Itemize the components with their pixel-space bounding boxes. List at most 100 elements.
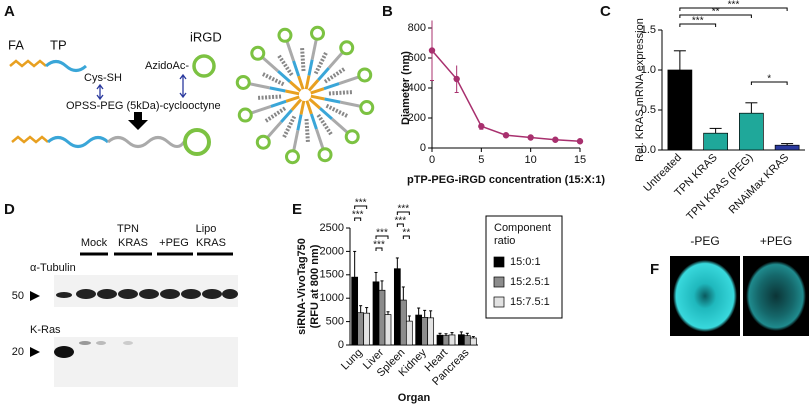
- error-bar: [423, 309, 427, 318]
- sirna: [304, 118, 310, 144]
- bar: [457, 334, 465, 346]
- significance-bracket: [750, 81, 788, 85]
- significance-bracket: [679, 7, 788, 11]
- micelle-irgd: [344, 129, 360, 145]
- arrow: [179, 73, 187, 99]
- micelle-chain: [249, 82, 271, 90]
- y-tick-label: 1500: [320, 269, 344, 281]
- bar: [357, 312, 365, 346]
- significance-label: ***: [728, 0, 740, 11]
- y-tick-label: 1.0: [641, 64, 656, 76]
- micelle-chain: [308, 97, 321, 110]
- y-tick-label: 200: [408, 112, 426, 124]
- error-bar: [353, 250, 357, 278]
- micelle-chain: [310, 94, 325, 101]
- images: -PEG +PEG: [670, 234, 809, 336]
- bar: [405, 320, 413, 346]
- y-tick-label: 500: [326, 316, 344, 328]
- error-bar: [401, 286, 405, 301]
- x-axis-title: pTP-PEG-iRGD concentration (15:X:1): [407, 174, 605, 186]
- micelle-chain: [315, 128, 325, 149]
- legend-title: Component: [494, 222, 551, 234]
- bar: [436, 334, 444, 346]
- marker-arrow: [30, 291, 40, 301]
- micelle-irgd: [357, 67, 373, 83]
- error-bar: [417, 307, 421, 316]
- bar: [667, 69, 693, 151]
- point: [428, 47, 436, 54]
- micelle-chain: [266, 120, 283, 138]
- legend-title: ratio: [494, 235, 515, 247]
- micelle-chain: [296, 114, 303, 131]
- error-bar: [709, 127, 722, 134]
- micelle-chain: [317, 67, 330, 82]
- tissue: [673, 260, 737, 332]
- label-linker: OPSS-PEG (5kDa)-cyclooctyne: [66, 100, 221, 112]
- micelle-chain: [299, 100, 306, 115]
- y-tick-label: 400: [408, 82, 426, 94]
- y-tick-label: 1000: [320, 292, 344, 304]
- label-tp: TP: [50, 37, 67, 52]
- label-azido: AzidoAc-: [145, 60, 189, 72]
- diagram: FA TP Cys-SH iRGD AzidoAc- OPSS-PEG (5kD…: [8, 25, 375, 165]
- sirna: [323, 66, 347, 84]
- significance-label: *: [767, 74, 771, 85]
- micelle-irgd: [277, 27, 293, 43]
- irgd: [192, 54, 216, 78]
- legend-swatch: [493, 256, 505, 268]
- significance-label: ***: [373, 240, 385, 251]
- label-irgd: iRGD: [190, 29, 222, 44]
- y-tick-label: 0.0: [641, 144, 656, 156]
- y-axis-title: Diameter (nm): [400, 51, 412, 125]
- significance-bracket: [402, 235, 410, 239]
- y-tick-label: 0: [338, 339, 344, 351]
- x-tick-label: 5: [478, 154, 484, 166]
- y-tick-label: 2500: [320, 222, 344, 234]
- error-bar: [465, 332, 469, 336]
- legend-swatch: [493, 296, 505, 308]
- bar: [384, 314, 392, 346]
- bar: [372, 281, 380, 346]
- significance-label: ***: [355, 198, 367, 209]
- micelle-irgd: [339, 40, 355, 56]
- significance-bracket: [679, 14, 752, 18]
- significance-label: **: [402, 228, 410, 239]
- y-tick-label: 1.5: [641, 24, 656, 36]
- micelle-chain: [280, 108, 293, 123]
- significance-label: **: [712, 7, 720, 18]
- micelle-irgd: [359, 100, 375, 116]
- micelle-chain: [323, 82, 340, 91]
- micelle-irgd: [284, 149, 300, 165]
- bar: [378, 289, 386, 346]
- significance-bracket: [375, 235, 389, 239]
- micelle-chain: [285, 95, 300, 103]
- bar: [363, 312, 371, 346]
- micelle-chain: [330, 117, 348, 134]
- bar: [399, 299, 407, 346]
- bar: [448, 334, 456, 346]
- significance-bracket: [679, 23, 717, 27]
- error-bar: [359, 305, 363, 313]
- panel-label: A: [4, 3, 15, 20]
- error-bar: [450, 332, 454, 335]
- sirna: [325, 103, 349, 119]
- micelle-irgd: [255, 134, 271, 150]
- x-tick-label: TPN KRAS (PEG): [684, 152, 755, 223]
- legend-label: 15:7.5:1: [510, 296, 550, 308]
- micelle-irgd: [235, 74, 251, 90]
- fa-chain: [9, 59, 47, 68]
- error-bar: [745, 102, 758, 114]
- panel-label: D: [4, 201, 15, 218]
- sirna: [263, 106, 287, 124]
- blot-label: K-Ras: [30, 324, 61, 336]
- tp-chain: [44, 60, 88, 72]
- bar: [351, 276, 359, 346]
- error-bar: [374, 271, 378, 282]
- tissue: [746, 261, 806, 331]
- error-bar: [429, 310, 433, 318]
- micelle-chain: [262, 56, 280, 73]
- bar: [442, 335, 450, 346]
- image-label: +PEG: [760, 234, 792, 248]
- x-tick-label: 10: [525, 154, 537, 166]
